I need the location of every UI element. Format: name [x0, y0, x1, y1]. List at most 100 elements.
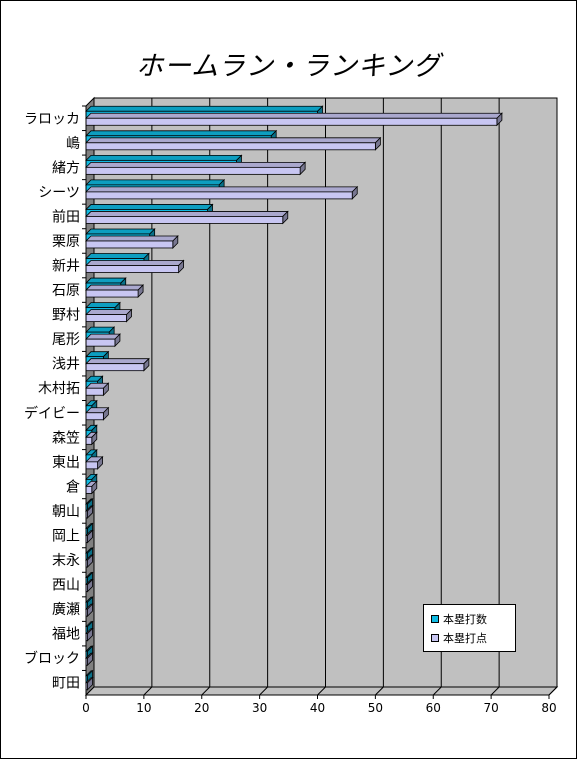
legend-label-series-2: 本塁打点: [443, 632, 487, 645]
bar-top-face: [85, 179, 226, 186]
gridline-floor: [317, 686, 326, 696]
gridline-floor: [201, 686, 211, 696]
bar: [85, 185, 359, 200]
y-tick-label: 緒方: [52, 160, 80, 176]
gridline-floor: [375, 686, 384, 696]
bar-front-face: [85, 412, 104, 421]
x-tick-label: 30: [252, 701, 267, 715]
bar: [85, 284, 145, 299]
bar: [85, 554, 94, 568]
bar: [85, 652, 94, 667]
legend: 本塁打数 本塁打点: [423, 604, 516, 652]
y-tick-label: 福地: [52, 627, 80, 643]
x-tick-label: 60: [426, 701, 441, 715]
bar-top-face: [85, 333, 121, 340]
x-tick-label: 40: [310, 701, 325, 715]
bar: [85, 480, 98, 495]
bar-top-face: [85, 105, 324, 112]
bar-front-face: [85, 314, 127, 323]
y-tick-label: 野村: [52, 308, 80, 324]
y-tick-label: 木村拓: [38, 381, 80, 397]
bar-top-face: [85, 253, 150, 259]
x-tick-label: 70: [483, 701, 498, 715]
bar: [85, 357, 150, 372]
bar-front-face: [85, 166, 301, 175]
bar: [85, 112, 503, 127]
bar: [85, 504, 94, 519]
x-tick-label: 10: [136, 701, 151, 715]
bar-front-face: [85, 387, 104, 396]
bar-top-face: [85, 112, 503, 119]
legend-swatch-series-2: [431, 634, 439, 642]
bar: [85, 627, 94, 642]
bar-top-face: [85, 358, 150, 365]
y-tick-label: 前田: [52, 208, 80, 225]
bar-top-face: [85, 204, 214, 210]
legend-swatch-series-1: [431, 615, 439, 623]
bar: [85, 529, 94, 544]
bar-front-face: [85, 289, 139, 298]
gridline-floor: [259, 686, 268, 696]
bar-top-face: [85, 302, 121, 309]
y-tick-label: 森笠: [52, 430, 80, 446]
y-tick-label: 岡上: [52, 528, 80, 544]
y-tick-label: デイビー: [24, 405, 80, 422]
bar: [85, 603, 94, 618]
bar: [85, 578, 94, 593]
bar-front-face: [85, 142, 376, 151]
bar: [85, 382, 110, 397]
y-tick-label: 嶋: [66, 136, 80, 152]
legend-item-series-1: 本塁打数: [431, 613, 487, 627]
bar-top-face: [85, 137, 382, 144]
bar-front-face: [85, 216, 284, 224]
y-tick-label: 石原: [52, 283, 80, 299]
bar: [85, 259, 185, 274]
x-tick-label: 0: [82, 701, 90, 715]
y-tick-label: 末永: [52, 553, 80, 569]
axes: 0 10 20 30 40 50 60 70 80 ラロッカ嶋緒方シーツ前田栗原新井石原野村尾形浅…: [24, 105, 557, 715]
bar: [85, 210, 289, 225]
bar-front-face: [85, 436, 93, 445]
bar: [85, 333, 121, 348]
bar-front-face: [85, 485, 93, 494]
bar-top-face: [85, 235, 179, 242]
bar-top-face: [85, 284, 145, 291]
chart-title: ホームラン・ランキング: [135, 51, 442, 82]
bar: [85, 455, 104, 470]
bar-front-face: [85, 338, 116, 347]
gridline-floor: [432, 686, 442, 696]
y-tick-label: 町田: [52, 676, 80, 692]
bar-top-face: [85, 154, 243, 161]
bar-front-face: [85, 461, 98, 470]
y-tick-label: 倉: [66, 479, 80, 495]
bar: [85, 136, 382, 151]
gridline-floor: [548, 686, 558, 696]
x-tick-label: 50: [368, 701, 383, 715]
x-tick-label: 20: [194, 701, 209, 715]
y-tick-label: 東出: [52, 455, 80, 471]
bar-top-face: [85, 130, 278, 137]
legend-label-series-1: 本塁打数: [443, 613, 487, 626]
bar-top-face: [85, 260, 185, 266]
y-tick-label: ラロッカ: [24, 111, 80, 127]
y-tick-label: 朝山: [52, 504, 80, 520]
bar: [85, 161, 307, 176]
bar-top-face: [85, 277, 127, 284]
y-tick-label: 尾形: [52, 332, 80, 348]
bar-front-face: [85, 240, 174, 249]
bar: [85, 406, 110, 421]
bar-top-face: [85, 186, 359, 193]
bar: [85, 235, 179, 249]
bar-front-face: [85, 191, 353, 200]
bar-front-face: [85, 117, 498, 126]
bar-front-face: [85, 265, 179, 273]
y-tick-label: 新井: [52, 259, 80, 275]
bar-front-face: [85, 363, 145, 372]
y-tick-label: ブロック: [24, 650, 80, 667]
bar-top-face: [85, 211, 289, 217]
gridline-floor: [490, 686, 500, 696]
gridline-floor: [143, 686, 153, 696]
y-tick-label: 廣瀬: [52, 601, 80, 618]
bar: [85, 308, 133, 323]
